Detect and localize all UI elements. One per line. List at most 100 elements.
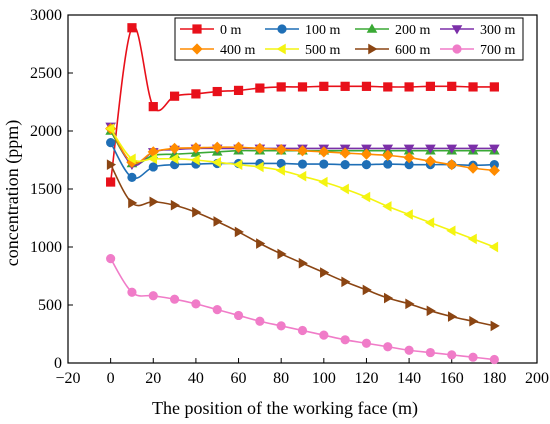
data-point — [297, 325, 308, 336]
data-point — [319, 81, 329, 91]
y-tick-label: 3000 — [30, 7, 62, 24]
x-tick-label: 80 — [273, 370, 289, 387]
data-point — [403, 144, 415, 154]
legend-label: 0 m — [220, 23, 242, 38]
data-point — [384, 292, 394, 304]
data-point — [170, 199, 181, 211]
data-point — [468, 82, 478, 92]
data-point — [405, 298, 415, 310]
legend-entry: 600 m — [355, 43, 431, 58]
data-point — [192, 206, 202, 218]
x-tick-label: 120 — [354, 370, 378, 387]
data-point — [361, 81, 372, 91]
x-tick-label: 200 — [525, 370, 549, 387]
data-point — [212, 86, 222, 97]
data-point — [212, 305, 222, 315]
data-point — [211, 157, 221, 168]
x-tick-label: 0 — [107, 370, 115, 387]
data-point — [318, 146, 330, 158]
series-500m — [105, 123, 499, 253]
data-point — [233, 159, 243, 170]
data-point — [148, 162, 158, 172]
legend-entry: 100 m — [265, 23, 341, 38]
data-point — [169, 91, 180, 101]
data-point — [297, 82, 308, 92]
data-point — [127, 172, 137, 182]
data-point — [404, 345, 414, 355]
series-0m — [106, 23, 499, 187]
legend-entry: 400 m — [180, 43, 256, 58]
x-tick-label: 140 — [397, 370, 421, 387]
data-point — [318, 176, 328, 188]
data-point — [488, 164, 500, 177]
series-layer — [105, 23, 500, 365]
data-point — [234, 226, 244, 238]
data-point — [446, 225, 456, 237]
legend-marker — [191, 43, 203, 55]
data-point — [488, 241, 499, 253]
data-point — [446, 159, 458, 171]
data-point — [383, 342, 393, 352]
data-point — [404, 82, 414, 92]
series-line — [109, 258, 495, 361]
x-tick-label: −20 — [55, 370, 80, 387]
data-point — [296, 145, 309, 157]
data-point — [106, 138, 116, 148]
data-point — [339, 183, 349, 195]
data-point — [148, 291, 158, 301]
data-point — [383, 82, 393, 92]
data-point — [490, 320, 500, 332]
data-point — [106, 159, 117, 170]
x-tick-label: 40 — [188, 370, 204, 387]
data-point — [341, 276, 351, 288]
data-point — [467, 144, 479, 154]
data-point — [467, 233, 477, 245]
data-point — [232, 141, 245, 153]
data-point — [425, 81, 436, 91]
data-point — [169, 153, 179, 165]
data-point — [468, 352, 478, 362]
data-point — [489, 82, 499, 92]
data-point — [254, 142, 266, 155]
data-point — [191, 89, 201, 99]
data-point — [105, 123, 115, 134]
data-point — [168, 142, 181, 155]
data-point — [213, 216, 223, 227]
data-point — [340, 335, 350, 345]
data-point — [319, 330, 329, 340]
legend-label: 100 m — [305, 23, 341, 38]
data-point — [276, 82, 286, 92]
data-point — [424, 217, 435, 228]
x-tick-label: 160 — [440, 370, 464, 387]
series-600m — [106, 159, 500, 332]
data-point — [276, 321, 286, 331]
data-point — [275, 143, 287, 156]
legend-marker — [277, 24, 287, 34]
data-point — [255, 316, 265, 326]
legend-marker — [366, 23, 378, 33]
data-point — [403, 152, 415, 164]
data-point — [340, 81, 350, 91]
y-tick-label: 2000 — [30, 123, 62, 140]
data-point — [403, 209, 413, 220]
data-point — [426, 305, 436, 317]
data-point — [147, 153, 158, 165]
data-point — [425, 144, 436, 154]
x-tick-label: 180 — [482, 370, 506, 387]
legend-label: 300 m — [480, 23, 516, 38]
x-tick-label: 20 — [145, 370, 161, 387]
legend-marker — [192, 24, 202, 34]
data-point — [360, 148, 373, 160]
data-point — [447, 311, 458, 322]
data-point — [128, 197, 138, 209]
data-point — [233, 85, 244, 95]
data-point — [361, 338, 372, 348]
data-point — [255, 83, 265, 93]
data-point — [169, 294, 180, 304]
data-point — [191, 299, 201, 309]
data-point — [233, 310, 244, 321]
legend-marker — [276, 43, 286, 55]
legend-marker — [451, 25, 463, 35]
legend: 0 m 100 m 200 m 300 m 400 m 500 m 600 m 700 m — [174, 17, 524, 61]
